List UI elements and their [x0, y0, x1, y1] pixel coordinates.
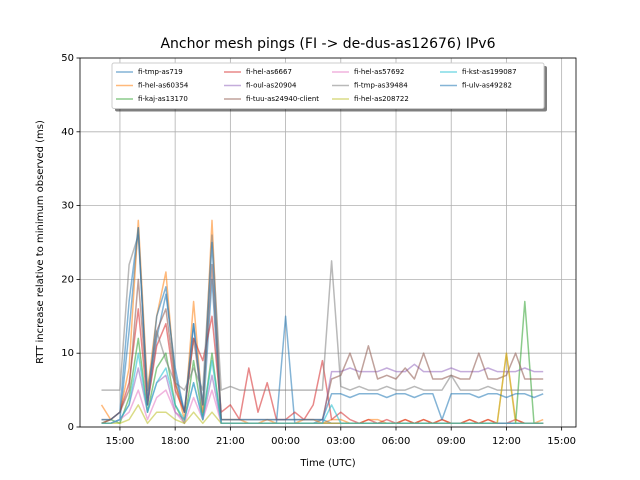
y-tick-label: 30 — [61, 201, 74, 212]
legend-label: fi-tmp-as719 — [138, 68, 183, 76]
legend-label: fi-tmp-as39484 — [354, 82, 408, 90]
legend-label: fi-oul-as20904 — [246, 82, 297, 90]
y-axis-label: RTT increase relative to minimum observe… — [35, 120, 46, 364]
series-line — [101, 226, 544, 421]
x-tick-label: 06:00 — [382, 436, 411, 447]
x-tick-label: 00:00 — [271, 436, 300, 447]
x-axis-label: Time (UTC) — [299, 458, 355, 469]
legend-box — [111, 62, 545, 109]
series-line — [101, 352, 544, 425]
legend-label: fi-hel-as208722 — [354, 95, 409, 103]
series-line — [101, 308, 544, 425]
y-tick-label: 20 — [61, 274, 74, 285]
x-tick-label: 09:00 — [437, 436, 466, 447]
legend-label: fi-hel-as6667 — [246, 68, 292, 76]
y-tick-label: 50 — [61, 53, 74, 64]
legend-label: fi-hel-as57692 — [354, 68, 404, 76]
y-tick-label: 40 — [61, 127, 74, 138]
y-tick-label: 10 — [61, 348, 74, 359]
x-tick-label: 18:00 — [161, 436, 190, 447]
legend-label: fi-kaj-as13170 — [138, 95, 188, 103]
plot-frame — [79, 57, 577, 428]
x-tick-label: 12:00 — [492, 436, 521, 447]
legend-label: fi-tuu-as24940-client — [246, 95, 319, 103]
legend-label: fi-hel-as60354 — [138, 82, 189, 90]
legend-label: fi-ulv-as49282 — [462, 82, 512, 90]
chart-title: Anchor mesh pings (FI -> de-dus-as12676)… — [160, 36, 495, 52]
x-tick-label: 15:00 — [106, 436, 135, 447]
x-tick-label: 21:00 — [216, 436, 245, 447]
x-tick-label: 15:00 — [547, 436, 576, 447]
y-tick-label: 0 — [68, 422, 74, 433]
series-line — [101, 234, 544, 391]
legend-label: fi-kst-as199087 — [462, 68, 517, 76]
x-tick-label: 03:00 — [326, 436, 355, 447]
